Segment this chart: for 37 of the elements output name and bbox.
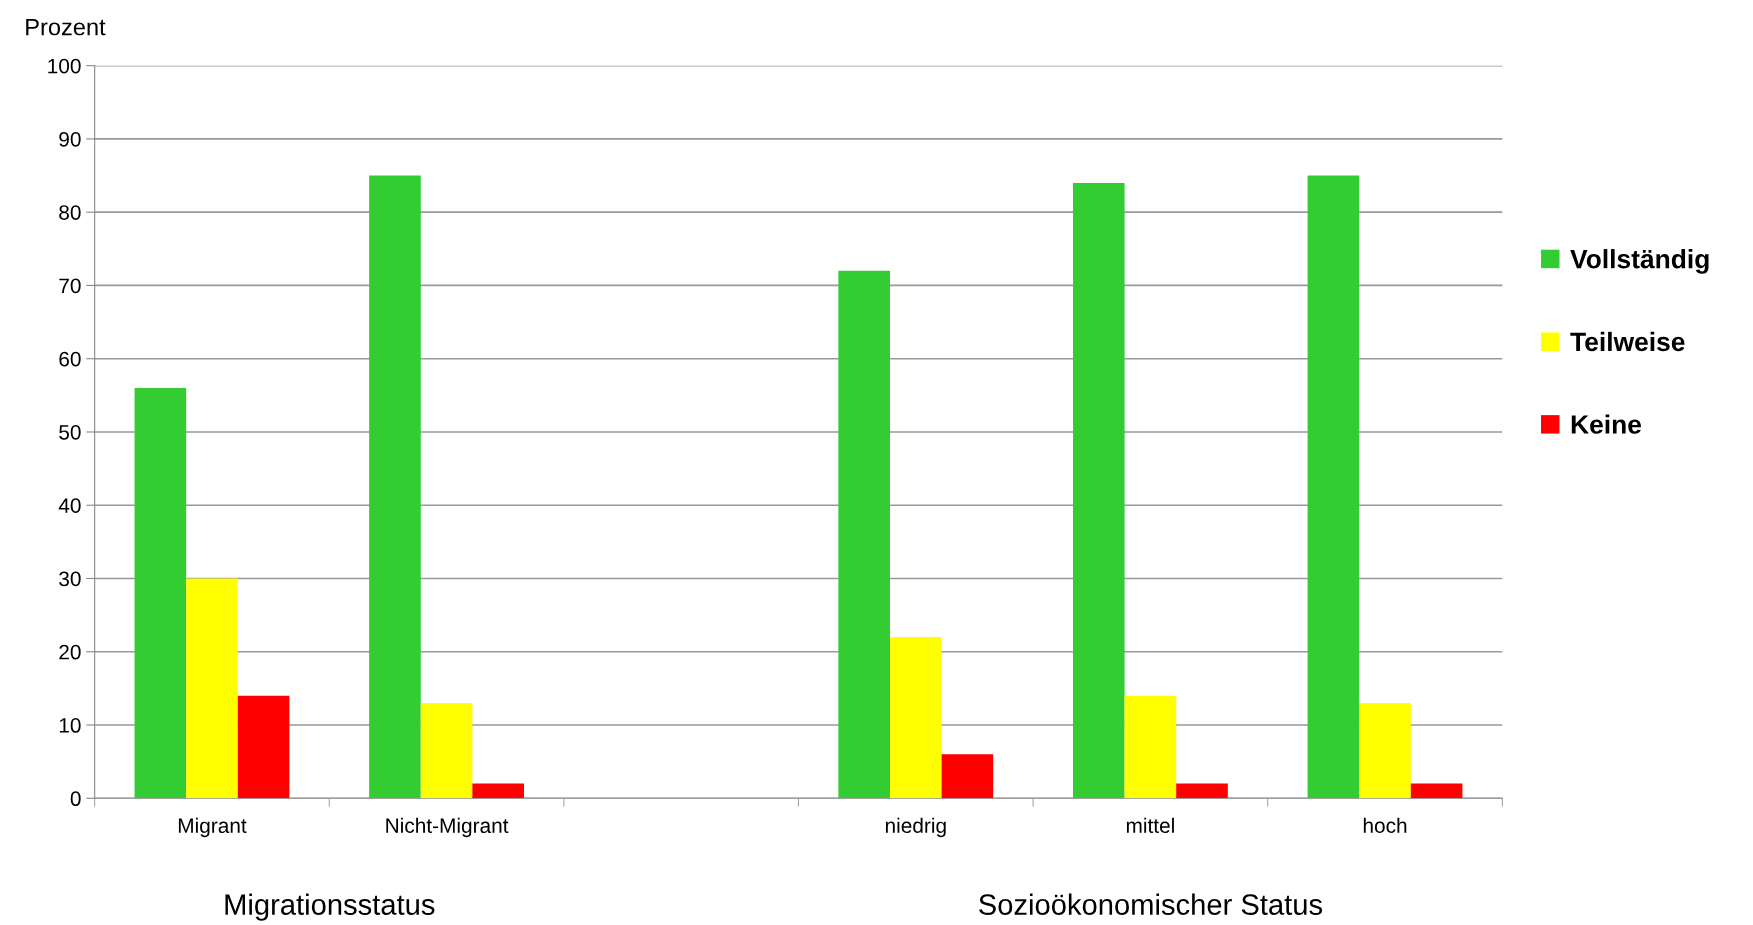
- y-tick-label: 30: [59, 571, 81, 587]
- bar: [1072, 182, 1125, 799]
- text: Sozioökonomischer Status: [979, 893, 1323, 915]
- y-tick-label: 10: [59, 718, 81, 733]
- bar: [1124, 695, 1177, 799]
- bar: [237, 695, 290, 799]
- bar: [472, 783, 524, 799]
- x-tick-label: hoch: [1363, 817, 1407, 834]
- y-tick-label: 70: [59, 278, 81, 294]
- bar: [838, 270, 890, 799]
- y-axis-title: Prozent: [26, 18, 106, 36]
- y-tick-label: 40: [58, 498, 81, 513]
- x-tick-label: mittel: [1126, 817, 1174, 834]
- bar: [1176, 783, 1228, 799]
- bar: [941, 754, 994, 799]
- bar: [1359, 703, 1411, 799]
- x-tick-label: niedrig: [885, 817, 946, 838]
- y-tick-label: 80: [59, 205, 81, 220]
- x-tick-label: Migrant: [178, 817, 247, 838]
- y-tick-label: 60: [59, 351, 81, 367]
- bar: [1410, 783, 1463, 799]
- y-tick-label: 90: [59, 131, 81, 147]
- y-tick-label: 50: [59, 424, 81, 440]
- y-tick-label: 20: [59, 644, 81, 660]
- bar: [420, 703, 473, 799]
- legend-label: Vollständig: [1570, 249, 1709, 274]
- bar: [369, 175, 421, 799]
- bar: [889, 637, 942, 799]
- y-tick-label: 100: [48, 58, 81, 74]
- bar: [186, 578, 238, 799]
- x-tick-label: Nicht-Migrant: [386, 817, 509, 838]
- bar: [134, 388, 187, 799]
- y-tick-label: 0: [70, 791, 81, 807]
- text: Migrationsstatus: [225, 893, 435, 921]
- legend-label: Keine: [1571, 414, 1642, 434]
- legend-label: Teilweise: [1570, 331, 1685, 352]
- bar: [1307, 175, 1360, 799]
